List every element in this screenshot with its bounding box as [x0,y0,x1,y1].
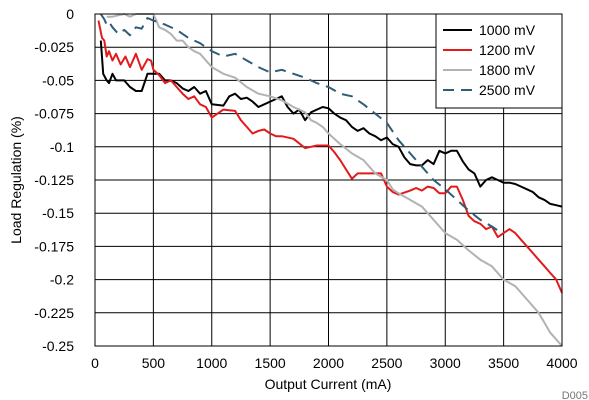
x-tick-label: 1500 [255,355,286,371]
legend-label: 1000 mV [479,22,536,38]
legend-label: 1200 mV [479,42,536,58]
series-line-1200-mv [97,20,563,294]
figure-code: D005 [562,390,588,400]
y-axis-title: Load Regulation (%) [8,116,24,244]
x-tick-label: 3500 [488,355,519,371]
plot-border [94,13,563,347]
series-line-1000-mv [99,40,563,208]
y-tick-label: -0.225 [34,305,74,321]
y-tick-label: -0.2 [50,272,74,288]
y-tick-label: -0.175 [34,238,74,254]
y-tick-labels: 0 -0.025 -0.05 -0.075 -0.1 -0.125 -0.15 -0.175 -… [34,6,74,354]
legend-label: 2500 mV [479,82,536,98]
y-tick-label: 0 [66,6,74,22]
x-tick-label: 4000 [546,355,577,371]
x-tick-label: 0 [91,355,99,371]
y-tick-label: -0.15 [42,205,74,221]
x-tick-label: 1000 [196,355,227,371]
legend-label: 1800 mV [479,62,536,78]
y-tick-label: -0.025 [34,39,74,55]
x-axis-title: Output Current (mA) [265,376,392,392]
x-tick-label: 2500 [371,355,402,371]
x-tick-label: 3000 [430,355,461,371]
y-tick-label: -0.075 [34,106,74,122]
series-line-2500-mv [99,13,499,232]
data-series [97,13,563,347]
y-tick-label: -0.1 [50,139,74,155]
x-tick-label: 2000 [313,355,344,371]
x-tick-label: 500 [142,355,166,371]
y-tick-label: -0.25 [42,338,74,354]
y-tick-label: -0.125 [34,172,74,188]
x-tick-labels: 0 500 1000 1500 2000 2500 3000 3500 4000 [91,355,578,371]
legend: 1000 mV 1200 mV 1800 mV 2500 mV [435,13,563,109]
y-tick-label: -0.05 [42,72,74,88]
